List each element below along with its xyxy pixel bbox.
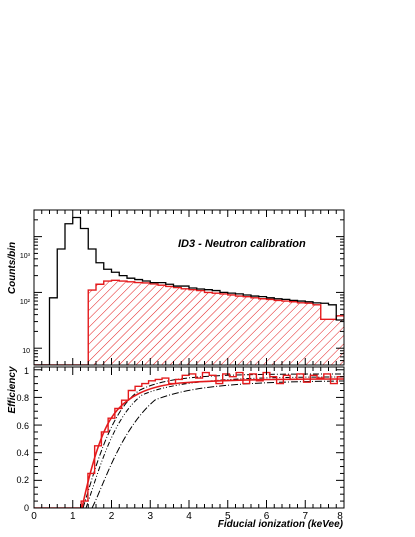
ytick-label-1: 1 <box>24 366 29 376</box>
xtick-label-4: 4 <box>186 511 192 522</box>
efficiency-xlabel: Fiducial ionization (keVee) <box>218 519 344 530</box>
dashdot-curve-1 <box>82 373 344 508</box>
dashdot-curve-3 <box>91 380 344 508</box>
ytick-label-0.2: 0.2 <box>16 475 29 485</box>
xtick-label-6: 6 <box>264 511 270 522</box>
xtick-label-0: 0 <box>31 511 37 522</box>
efficiency-frame <box>33 366 345 509</box>
ytick-label-0.6: 0.6 <box>16 421 29 431</box>
xtick-label-7: 7 <box>302 511 308 522</box>
counts-ytick-label-1000: 10³ <box>20 253 31 260</box>
efficiency-ticks <box>33 367 345 509</box>
efficiency-ylabel: Efficiency <box>7 366 18 413</box>
xtick-label-8: 8 <box>337 511 343 522</box>
counts-annotation: ID3 - Neutron calibration <box>178 238 306 250</box>
counts-ytick-label-100: 10² <box>20 299 31 306</box>
counts-ylabel: Counts/bin <box>7 242 18 294</box>
red-histogram-fill <box>34 280 344 365</box>
counts-ytick-label-10: 10 <box>22 348 30 355</box>
ytick-label-0: 0 <box>24 503 29 513</box>
efficiency-histogram-red <box>34 371 344 508</box>
xtick-label-3: 3 <box>147 511 153 522</box>
black-histogram <box>34 216 344 365</box>
dashdot-curve-2 <box>85 376 344 508</box>
xtick-label-2: 2 <box>109 511 115 522</box>
efficiency-panel: Efficiency Fiducial ionization (keVee) 0… <box>7 366 345 530</box>
counts-ticks <box>33 209 345 366</box>
xtick-label-1: 1 <box>70 511 76 522</box>
efficiency-fit-red <box>81 378 344 508</box>
ytick-label-0.8: 0.8 <box>16 393 29 403</box>
xtick-label-5: 5 <box>225 511 231 522</box>
ytick-label-0.4: 0.4 <box>16 448 29 458</box>
counts-panel: Counts/bin ID3 - Neutron calibration 10 … <box>7 209 345 366</box>
